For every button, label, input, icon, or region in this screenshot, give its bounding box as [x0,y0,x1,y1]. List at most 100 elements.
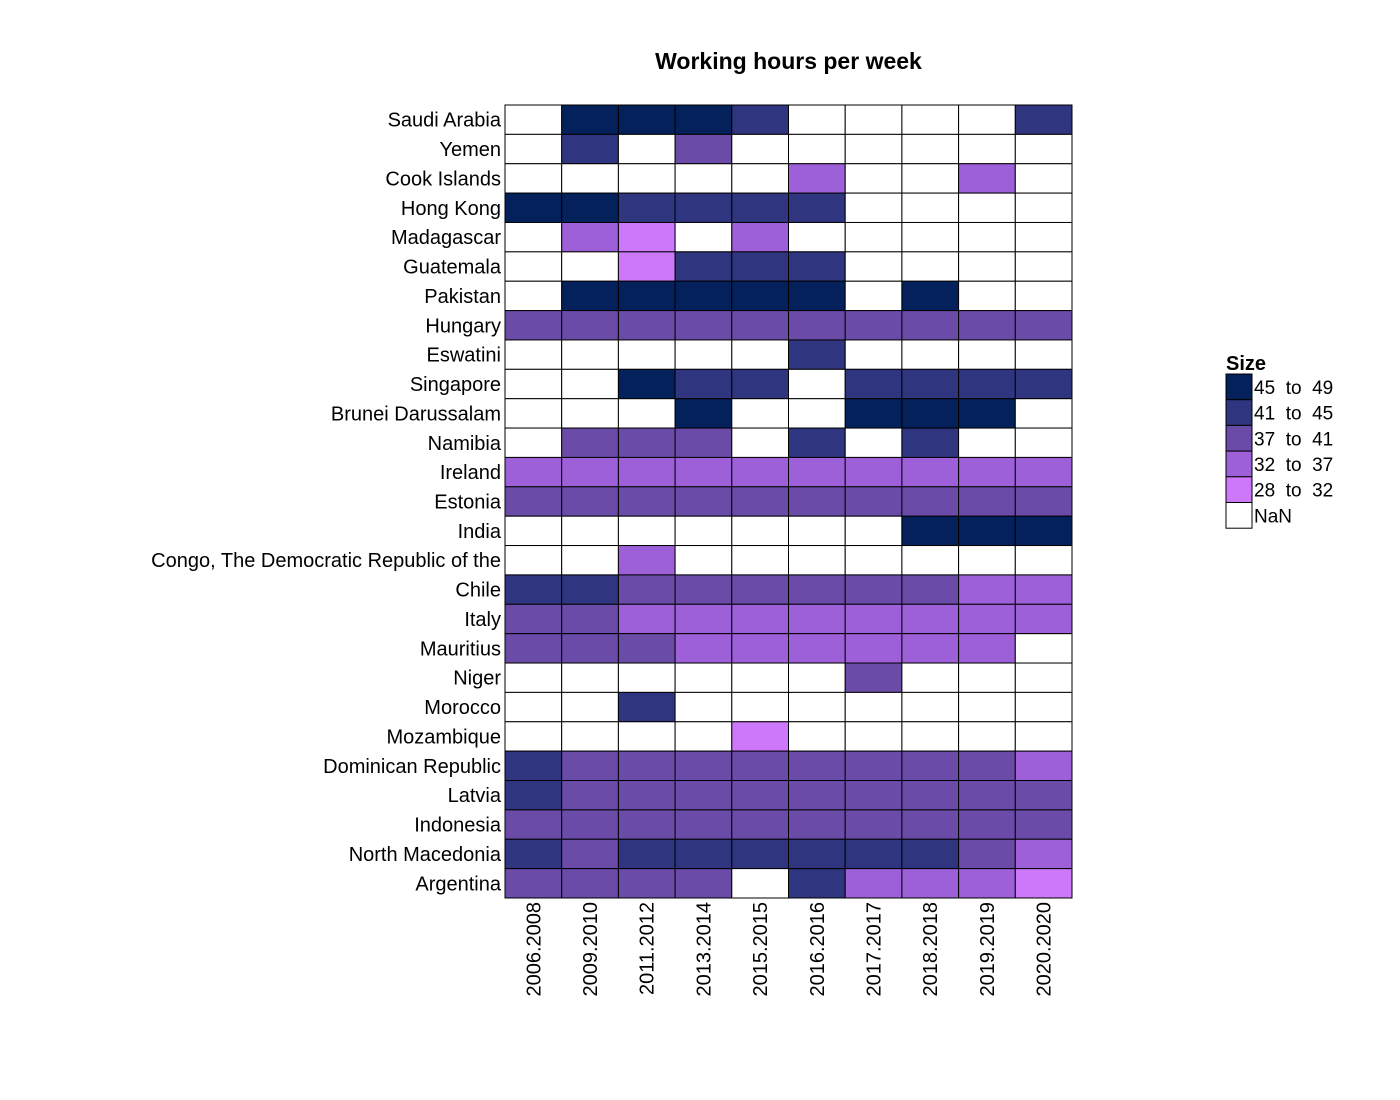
heatmap-cell [674,310,733,341]
heatmap-cell [617,545,676,576]
heatmap-cell [731,104,789,135]
heatmap-cell [617,838,676,870]
y-tick-label: Mauritius [420,638,501,660]
heatmap-cell [674,221,733,253]
heatmap-cell [617,133,676,165]
heatmap-cell [674,868,733,899]
heatmap-cell [731,486,789,517]
heatmap-cell [561,603,619,635]
heatmap-cell [561,633,619,664]
heatmap-cell [731,603,789,635]
heatmap-cell [958,456,1016,488]
heatmap-cell [844,427,903,458]
y-axis-labels: Saudi Arabia Yemen Cook Islands Hong Kong Ma… [151,110,502,896]
heatmap-cell [1014,721,1073,752]
heatmap-cell [844,192,903,223]
y-tick-label: Morocco [424,697,501,719]
heatmap-cell [844,221,903,253]
heatmap-cell [561,398,619,429]
heatmap-cell [901,398,960,429]
heatmap-cell [958,427,1016,458]
heatmap-cell [788,251,846,282]
heatmap-cell [844,633,903,664]
heatmap-cell [958,515,1016,547]
heatmap-cell [561,486,619,517]
heatmap-cell [958,750,1016,782]
heatmap-cell [617,398,676,429]
heatmap-cell [617,163,676,194]
y-tick-label: Eswatini [427,345,501,367]
heatmap-cell [674,603,733,635]
heatmap-cell [901,310,960,341]
legend-swatch [1225,502,1253,529]
y-tick-label: Chile [455,580,501,602]
heatmap-cell [561,545,619,576]
heatmap-cell [504,574,563,605]
heatmap-cell [731,838,789,870]
y-tick-label: Namibia [428,433,502,455]
heatmap-cell [958,133,1016,165]
legend-swatch [1225,373,1253,401]
y-tick-label: Mozambique [386,726,501,748]
y-tick-label: Singapore [410,374,501,396]
x-tick-label: 2017.2017 [864,902,886,997]
heatmap-cell [901,838,960,870]
heatmap-cell [504,691,563,723]
y-tick-label: Dominican Republic [323,756,501,778]
heatmap-cell [504,104,563,135]
heatmap-cell [617,574,676,605]
legend-label: 37 to 41 [1254,429,1333,450]
heatmap-cell [958,192,1016,223]
heatmap-cell [1014,868,1073,899]
heatmap-cell [504,868,563,899]
heatmap-cell [504,603,563,635]
heatmap-cell [731,427,789,458]
heatmap-cell [617,662,676,693]
legend-label: NaN [1254,506,1292,527]
y-tick-label: Yemen [439,139,501,161]
heatmap-cell [958,574,1016,605]
heatmap-cell [674,163,733,194]
heatmap-cell [617,368,676,400]
heatmap-cell [901,192,960,223]
heatmap-cell [958,368,1016,400]
heatmap-cell [731,574,789,605]
heatmap-cell [901,750,960,782]
heatmap-cell [504,310,563,341]
heatmap-cell [674,192,733,223]
heatmap-cell [901,163,960,194]
heatmap-cell [844,368,903,400]
heatmap-cell [561,691,619,723]
heatmap-cell [788,838,846,870]
heatmap-cell [844,662,903,693]
heatmap-cell [504,838,563,870]
heatmap-cell [561,809,619,840]
heatmap-cell [617,456,676,488]
heatmap-cell [788,104,846,135]
heatmap-cell [674,339,733,370]
heatmap-cell [788,486,846,517]
heatmap-cell [958,486,1016,517]
heatmap-cell [617,192,676,223]
heatmap-cell [1014,310,1073,341]
heatmap-cell [617,251,676,282]
heatmap-cell [731,750,789,782]
heatmap-cell [504,368,563,400]
heatmap-cell [674,750,733,782]
heatmap-cell [561,310,619,341]
y-tick-label: Ireland [440,462,501,484]
heatmap-cell [731,133,789,165]
x-tick-label: 2011.2012 [637,902,659,995]
heatmap-cell [1014,633,1073,664]
heatmap-cell [1014,750,1073,782]
heatmap-cell [1014,221,1073,253]
heatmap-cell [958,662,1016,693]
heatmap-cell [788,280,846,312]
heatmap-cell [844,486,903,517]
heatmap-cell [561,339,619,370]
y-tick-label: Estonia [434,491,502,513]
heatmap-cell [674,780,733,811]
y-tick-label: Hungary [425,315,501,337]
heatmap-cell [731,339,789,370]
legend-swatch [1225,399,1253,426]
